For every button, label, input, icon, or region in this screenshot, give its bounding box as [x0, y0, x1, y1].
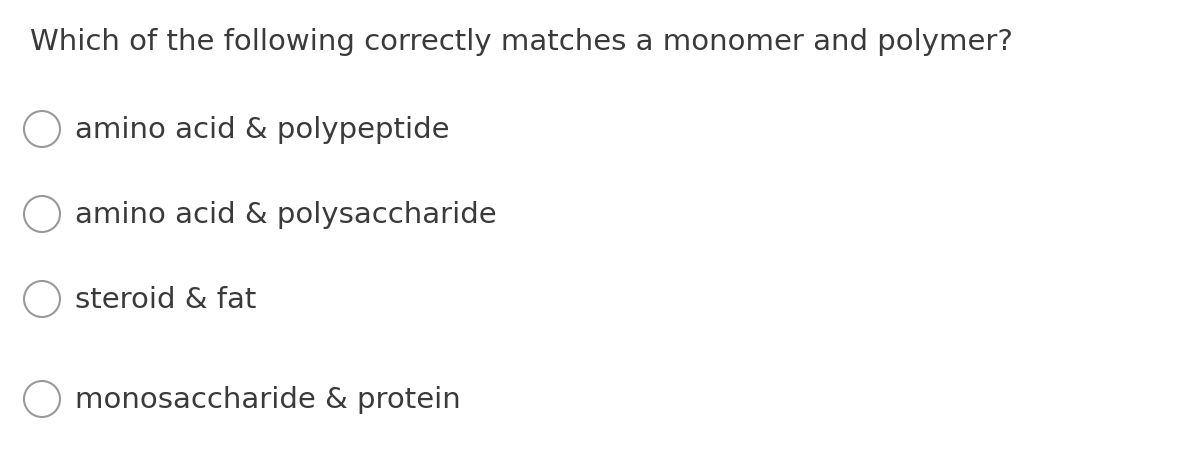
Text: monosaccharide & protein: monosaccharide & protein — [74, 385, 461, 413]
Text: amino acid & polypeptide: amino acid & polypeptide — [74, 116, 450, 144]
Text: amino acid & polysaccharide: amino acid & polysaccharide — [74, 200, 497, 228]
Text: steroid & fat: steroid & fat — [74, 286, 257, 313]
Text: Which of the following correctly matches a monomer and polymer?: Which of the following correctly matches… — [30, 28, 1013, 56]
